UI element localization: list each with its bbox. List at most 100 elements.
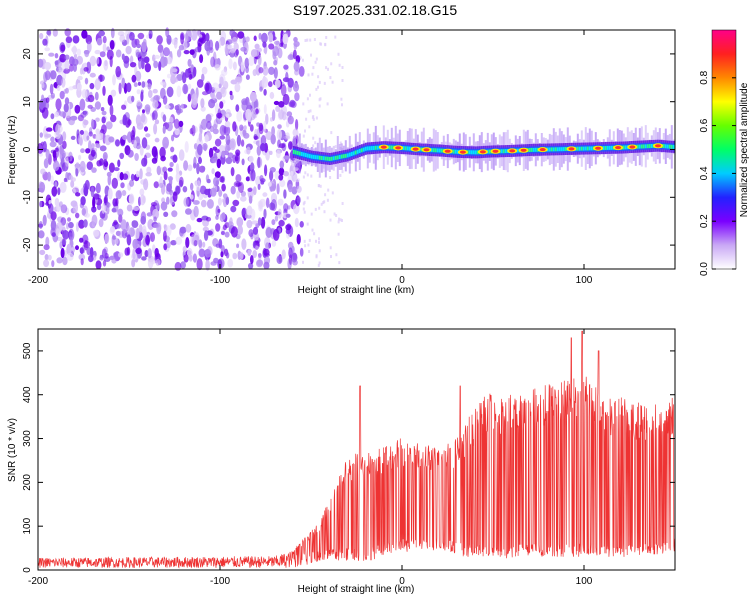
spectrogram-noise-cell xyxy=(114,237,119,245)
spectrogram-noise-cell xyxy=(122,173,129,180)
spectrogram-noise-cell xyxy=(330,255,332,258)
spectrogram-noise-cell xyxy=(265,197,270,209)
spectrogram-noise-cell xyxy=(271,109,276,122)
spectrogram-signal-core xyxy=(500,149,503,154)
spectrogram-noise-cell xyxy=(66,243,72,256)
spectrogram-noise-cell xyxy=(195,180,201,192)
spectrogram-noise-cell xyxy=(296,234,301,245)
spectrogram-noise-cell xyxy=(292,259,298,266)
spectrogram-noise-cell xyxy=(136,100,141,107)
spectrogram-noise-cell xyxy=(216,112,223,119)
spectrogram-noise-cell xyxy=(251,220,259,225)
spectrogram-noise-cell xyxy=(259,198,266,208)
spectrogram-signal-peak-core xyxy=(492,149,499,153)
spectrogram-noise-cell xyxy=(248,155,254,163)
spectrogram-noise-cell xyxy=(155,258,161,266)
spectrogram-signal-core xyxy=(504,149,507,154)
spectrogram-noise-cell xyxy=(337,220,340,224)
spectrogram-noise-layer xyxy=(37,27,344,271)
spectrogram-signal-peak-core xyxy=(509,149,516,153)
spectrogram-signal-core xyxy=(318,155,321,160)
spectrogram-noise-cell xyxy=(129,179,135,187)
spectrogram-noise-cell xyxy=(313,232,316,236)
spectrogram-noise-cell xyxy=(264,164,268,177)
spectrogram-noise-cell xyxy=(176,85,182,98)
spectrogram-noise-cell xyxy=(235,104,240,112)
spectrogram-noise-cell xyxy=(63,68,70,74)
spectrogram-signal-core xyxy=(664,144,667,149)
spectrogram-noise-cell xyxy=(225,196,230,205)
spectrogram-noise-cell xyxy=(140,57,145,70)
spectrogram-noise-cell xyxy=(222,193,228,199)
spectrogram-noise-cell xyxy=(175,236,183,245)
spectrogram-noise-cell xyxy=(131,74,137,83)
spectrogram-noise-cell xyxy=(248,195,253,204)
spectrogram-noise-cell xyxy=(159,146,166,159)
spectrogram-noise-cell xyxy=(205,114,212,123)
spectrogram-noise-cell xyxy=(147,219,154,230)
spectrogram-noise-cell xyxy=(261,76,269,88)
spectrogram-noise-cell xyxy=(86,41,92,53)
spectrogram-noise-cell xyxy=(333,212,336,216)
spectrogram-noise-cell xyxy=(322,201,325,205)
spectrogram-noise-cell xyxy=(145,234,151,246)
spectrogram-noise-cell xyxy=(120,182,125,189)
spectrogram-noise-cell xyxy=(146,166,152,174)
spectrogram-noise-cell xyxy=(236,190,241,199)
spectrogram-noise-cell xyxy=(166,196,170,205)
spectrogram-signal-core xyxy=(312,154,315,159)
spectrogram-noise-cell xyxy=(232,36,238,45)
spectrogram-noise-cell xyxy=(92,229,100,237)
spectrogram-noise-cell xyxy=(283,155,291,160)
spectrogram-noise-cell xyxy=(136,43,142,49)
spectrogram-noise-cell xyxy=(289,99,296,107)
spectrogram-signal-core xyxy=(326,156,329,161)
spectrogram-signal-core xyxy=(408,146,411,151)
spectrogram-noise-cell xyxy=(80,258,84,266)
spectrogram-signal-core xyxy=(640,144,643,149)
spectrogram-noise-cell xyxy=(312,66,315,70)
spectrogram-noise-cell xyxy=(152,100,159,109)
spectrogram-signal-core xyxy=(344,153,347,158)
spectrogram-noise-cell xyxy=(265,242,270,251)
spectrogram-noise-cell xyxy=(53,160,60,172)
spectrogram-noise-cell xyxy=(91,220,96,227)
colorbar-tick-label: 0.8 xyxy=(699,70,710,84)
spectrogram-noise-cell xyxy=(174,127,180,136)
spectrogram-noise-cell xyxy=(113,219,118,226)
spectrogram-noise-cell xyxy=(210,97,218,104)
spectrogram-noise-cell xyxy=(294,160,301,169)
spectrogram-noise-cell xyxy=(214,171,221,179)
spectrogram-noise-cell xyxy=(277,139,281,148)
spectrogram-noise-cell xyxy=(210,261,217,266)
spectrogram-noise-cell xyxy=(204,82,210,92)
spectrogram-noise-cell xyxy=(288,254,293,265)
spectrogram-noise-cell xyxy=(75,192,81,197)
spectrogram-noise-cell xyxy=(110,89,117,97)
spectrogram-noise-cell xyxy=(191,29,198,41)
spectrogram-noise-cell xyxy=(257,54,262,66)
spectrogram-signal-core xyxy=(516,148,519,153)
spectrogram-noise-cell xyxy=(112,74,116,86)
spectrogram-noise-cell xyxy=(91,206,97,213)
spectrogram-noise-cell xyxy=(39,249,46,256)
spectrogram-signal-core xyxy=(560,147,563,152)
spectrogram-noise-cell xyxy=(206,120,212,130)
spectrogram-noise-cell xyxy=(288,141,293,150)
spectrogram-signal-core xyxy=(650,144,653,148)
spectrogram-noise-cell xyxy=(260,216,266,229)
spectrogram-signal-core xyxy=(672,144,675,149)
spectrogram-noise-cell xyxy=(166,56,173,65)
spectrogram-noise-cell xyxy=(302,260,304,264)
spectrogram-noise-cell xyxy=(268,43,275,50)
spectrogram-noise-cell xyxy=(162,95,168,105)
spectrogram-noise-cell xyxy=(285,224,292,231)
spectrogram-noise-cell xyxy=(58,62,65,73)
spectrogram-noise-cell xyxy=(136,89,141,95)
spectrogram-noise-cell xyxy=(175,163,180,175)
spectrogram-noise-cell xyxy=(309,109,312,113)
spectrogram-noise-cell xyxy=(104,233,110,244)
spectrogram-noise-cell xyxy=(276,183,280,195)
spectrogram-noise-cell xyxy=(230,167,235,177)
